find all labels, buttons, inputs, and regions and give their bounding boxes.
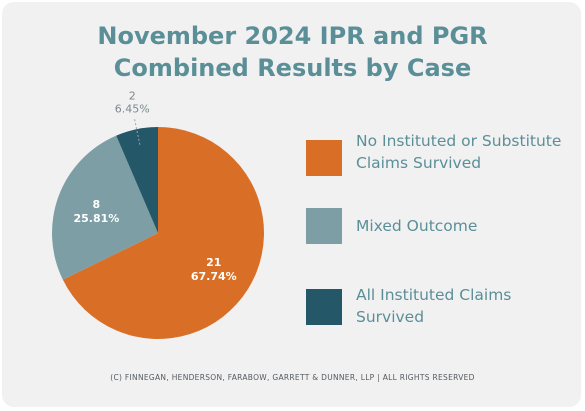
chart-title-line-1: November 2024 IPR and PGR bbox=[97, 22, 488, 50]
legend-label-line: Claims Survived bbox=[356, 154, 482, 172]
slice-value-label: 8 bbox=[93, 198, 101, 211]
slice-value-label: 21 bbox=[206, 256, 221, 269]
legend-label-line: Survived bbox=[356, 308, 425, 326]
pie-slice bbox=[51, 135, 158, 280]
copyright-footer: (C) FINNEGAN, HENDERSON, FARABOW, GARRET… bbox=[110, 373, 475, 382]
slice-percent-label: 25.81% bbox=[73, 212, 119, 225]
leader-line bbox=[133, 117, 141, 145]
legend-label: All Instituted Claims Survived bbox=[356, 284, 585, 328]
legend-label: No Instituted or Substitute Claims Survi… bbox=[356, 130, 585, 174]
slice-value-label: 2 bbox=[129, 89, 136, 102]
legend-swatch bbox=[306, 208, 342, 244]
pie-slice bbox=[116, 127, 158, 233]
legend-swatch bbox=[306, 140, 342, 176]
slice-percent-label: 6.45% bbox=[115, 102, 150, 115]
chart-title-line-2: Combined Results by Case bbox=[113, 54, 472, 82]
legend-label-line: All Instituted Claims bbox=[356, 286, 512, 304]
legend-label-line: Mixed Outcome bbox=[356, 217, 478, 235]
legend-label: Mixed Outcome bbox=[356, 215, 585, 237]
pie-slice bbox=[62, 127, 264, 339]
legend-swatch bbox=[306, 289, 342, 325]
slice-percent-label: 67.74% bbox=[191, 270, 237, 283]
legend-label-line: No Instituted or Substitute bbox=[356, 132, 562, 150]
